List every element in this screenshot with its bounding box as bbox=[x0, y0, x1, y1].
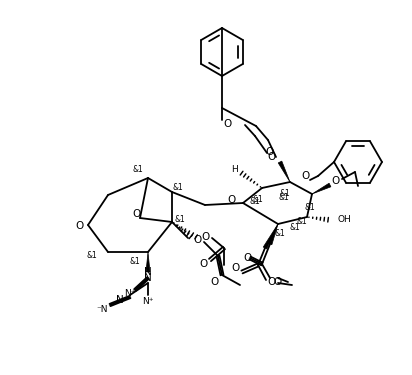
Text: &1: &1 bbox=[275, 230, 286, 238]
Text: O: O bbox=[332, 176, 340, 186]
Text: O: O bbox=[200, 259, 208, 269]
Text: &1: &1 bbox=[133, 165, 143, 174]
Text: O: O bbox=[76, 221, 84, 231]
Text: O: O bbox=[268, 277, 276, 287]
Text: N: N bbox=[116, 295, 124, 305]
Text: N: N bbox=[144, 267, 152, 277]
Text: O: O bbox=[133, 209, 141, 219]
Text: O: O bbox=[244, 253, 252, 263]
Text: O: O bbox=[232, 263, 240, 273]
Text: &1: &1 bbox=[290, 224, 300, 232]
Polygon shape bbox=[278, 161, 290, 182]
Text: &1: &1 bbox=[279, 194, 289, 202]
Text: O: O bbox=[274, 277, 282, 287]
Text: &1: &1 bbox=[280, 189, 290, 198]
Text: ⁻N: ⁻N bbox=[96, 306, 108, 315]
Text: O: O bbox=[268, 152, 276, 162]
Text: N: N bbox=[144, 273, 152, 283]
Polygon shape bbox=[263, 224, 278, 249]
Text: O: O bbox=[211, 277, 219, 287]
Text: N⁺: N⁺ bbox=[142, 297, 154, 306]
Text: O: O bbox=[194, 235, 202, 245]
Polygon shape bbox=[146, 252, 150, 272]
Text: &1: &1 bbox=[130, 258, 140, 267]
Polygon shape bbox=[268, 224, 278, 245]
Text: O: O bbox=[224, 119, 232, 129]
Text: O: O bbox=[302, 171, 310, 181]
Text: &1: &1 bbox=[173, 183, 183, 192]
Polygon shape bbox=[312, 183, 331, 194]
Text: &1: &1 bbox=[250, 198, 260, 207]
Text: &1: &1 bbox=[297, 217, 307, 226]
Text: &1: &1 bbox=[175, 216, 185, 225]
Text: O: O bbox=[266, 147, 274, 157]
Text: &1: &1 bbox=[253, 195, 263, 204]
Text: OH: OH bbox=[338, 214, 352, 223]
Text: H: H bbox=[232, 165, 239, 174]
Text: &1: &1 bbox=[304, 204, 315, 213]
Text: &1: &1 bbox=[87, 252, 97, 261]
Text: N⁺: N⁺ bbox=[124, 288, 136, 297]
Text: O: O bbox=[202, 232, 210, 242]
Text: O: O bbox=[228, 195, 236, 205]
